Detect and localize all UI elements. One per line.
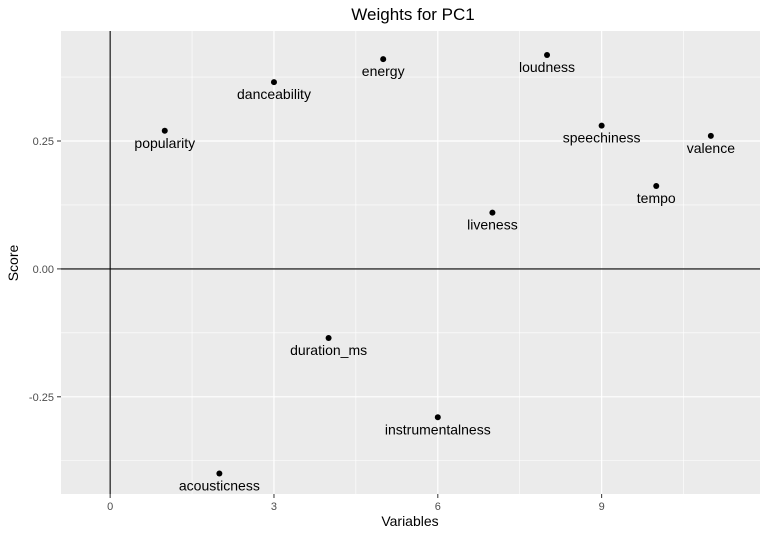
point-duration_ms: duration_ms — [290, 334, 367, 358]
x-tick-label: 3 — [271, 501, 277, 513]
point-instrumentalness: instrumentalness — [385, 414, 491, 437]
point-label: valence — [687, 140, 735, 156]
data-point — [707, 132, 714, 139]
x-tick-label: 0 — [107, 501, 113, 513]
x-tick-label: 9 — [599, 501, 605, 513]
point-label: energy — [362, 63, 405, 79]
point-liveness: liveness — [467, 209, 518, 233]
point-danceability: danceability — [237, 79, 311, 102]
y-axis-ticks: -0.25 0.00 0.25 — [29, 136, 61, 404]
data-point — [380, 56, 387, 63]
point-label: duration_ms — [290, 342, 367, 358]
data-point — [544, 52, 551, 59]
x-axis-title: Variables — [381, 513, 438, 529]
data-points: popularity acousticness danceability durati… — [134, 52, 735, 494]
data-point — [270, 79, 277, 86]
data-point — [161, 127, 168, 134]
point-label: popularity — [134, 135, 195, 151]
point-label: tempo — [637, 190, 676, 206]
point-valence: valence — [687, 132, 735, 156]
data-point — [598, 122, 605, 129]
y-tick-label: 0.00 — [33, 264, 54, 276]
data-point — [325, 334, 332, 341]
x-axis-ticks: 0 3 6 9 — [107, 494, 605, 513]
point-acousticness: acousticness — [179, 470, 260, 494]
data-point — [489, 209, 496, 216]
x-tick-label: 6 — [435, 501, 441, 513]
point-label: speechiness — [563, 130, 641, 146]
data-point — [434, 414, 441, 421]
data-point — [653, 183, 660, 190]
point-energy: energy — [362, 56, 405, 79]
point-tempo: tempo — [637, 183, 676, 206]
point-label: liveness — [467, 217, 518, 233]
point-loudness: loudness — [519, 52, 575, 75]
y-tick-label: 0.25 — [33, 136, 54, 148]
y-tick-label: -0.25 — [29, 392, 54, 404]
y-axis-title: Score — [5, 245, 21, 282]
point-label: instrumentalness — [385, 421, 491, 437]
point-speechiness: speechiness — [563, 122, 641, 146]
plot-panel — [61, 31, 760, 494]
chart-title: Weights for PC1 — [351, 5, 474, 24]
point-label: acousticness — [179, 478, 260, 494]
reference-lines — [61, 31, 760, 494]
data-point — [216, 470, 223, 477]
point-popularity: popularity — [134, 127, 195, 151]
point-label: loudness — [519, 59, 575, 75]
grid-lines — [61, 31, 760, 494]
point-label: danceability — [237, 86, 311, 102]
